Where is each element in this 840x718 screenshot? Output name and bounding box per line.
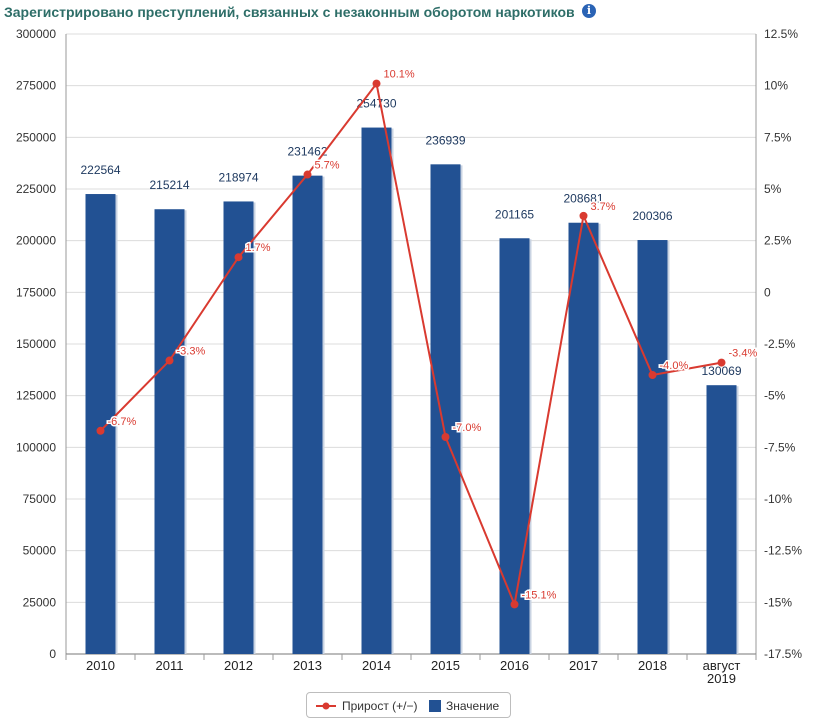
y-left-tick-label: 225000 xyxy=(16,182,56,196)
growth-point[interactable] xyxy=(579,211,588,220)
bar[interactable] xyxy=(154,209,185,654)
bar[interactable] xyxy=(499,238,530,654)
bar[interactable] xyxy=(223,201,254,654)
growth-value-label: 5.7% xyxy=(315,160,340,172)
growth-value-label: -3.3% xyxy=(177,346,206,358)
bar-value-label: 254730 xyxy=(356,97,396,111)
growth-value-label: -15.1% xyxy=(522,589,557,601)
bar-value-label: 130069 xyxy=(701,364,741,378)
x-tick-label: 2011 xyxy=(156,658,184,673)
y-right-tick-label: -7.5% xyxy=(764,440,796,454)
x-tick-label: 2018 xyxy=(638,658,667,673)
y-right-tick-label: -17.5% xyxy=(764,647,802,661)
y-right-tick-label: 0 xyxy=(764,285,771,299)
y-right-tick-label: 7.5% xyxy=(764,130,792,144)
bar[interactable] xyxy=(292,175,323,654)
y-left-tick-label: 100000 xyxy=(16,440,56,454)
x-tick-label: 2019 xyxy=(707,671,736,686)
y-right-tick-label: -10% xyxy=(764,492,792,506)
y-left-tick-label: 275000 xyxy=(16,79,56,93)
y-right-tick-label: -15% xyxy=(764,595,792,609)
legend-item-growth[interactable]: Прирост (+/−) xyxy=(315,699,418,713)
growth-point[interactable] xyxy=(510,600,519,609)
bar-value-label: 231462 xyxy=(287,145,327,159)
bar-value-label: 215214 xyxy=(149,178,189,192)
growth-point[interactable] xyxy=(372,79,381,88)
growth-point[interactable] xyxy=(96,426,105,435)
y-left-tick-label: 50000 xyxy=(23,544,57,558)
growth-line xyxy=(99,81,722,608)
y-right-tick-label: -5% xyxy=(764,389,786,403)
growth-point[interactable] xyxy=(441,433,450,441)
bar-value-label: 236939 xyxy=(425,133,465,147)
legend-label-value: Значение xyxy=(446,699,500,713)
y-left-tick-label: 125000 xyxy=(16,389,56,403)
bar[interactable] xyxy=(637,240,668,654)
y-left-tick-label: 250000 xyxy=(16,130,56,144)
growth-point[interactable] xyxy=(303,170,312,179)
x-tick-label: 2014 xyxy=(362,658,391,673)
bar-value-label: 218974 xyxy=(218,170,258,184)
bar[interactable] xyxy=(85,194,116,654)
x-tick-label: 2012 xyxy=(224,658,253,673)
growth-point[interactable] xyxy=(234,253,243,262)
y-right-tick-label: -12.5% xyxy=(764,544,802,558)
bar-value-label: 222564 xyxy=(80,163,120,177)
y-left-tick-label: 150000 xyxy=(16,337,56,351)
growth-value-label: 3.7% xyxy=(591,201,616,213)
y-right-tick-label: -2.5% xyxy=(764,337,796,351)
y-left-tick-label: 300000 xyxy=(16,27,56,41)
x-tick-label: 2017 xyxy=(569,658,598,673)
legend-line-marker xyxy=(316,702,336,710)
y-left-tick-label: 75000 xyxy=(23,492,57,506)
legend-label-growth: Прирост (+/−) xyxy=(342,699,418,713)
growth-value-label: -6.7% xyxy=(108,416,137,428)
growth-value-label: 1.7% xyxy=(246,242,271,254)
growth-point[interactable] xyxy=(717,358,726,367)
growth-point[interactable] xyxy=(648,371,657,379)
y-left-tick-label: 25000 xyxy=(23,595,57,609)
legend: Прирост (+/−) Значение xyxy=(306,692,511,718)
legend-bar-marker xyxy=(429,700,441,712)
y-left-tick-label: 0 xyxy=(49,647,56,661)
growth-value-label: -3.4% xyxy=(729,348,758,360)
bar[interactable] xyxy=(568,222,599,654)
bar-value-label: 200306 xyxy=(632,209,672,223)
legend-item-value[interactable]: Значение xyxy=(429,699,499,713)
chart-canvas: 0 25000 50000 75000 100000 125000 150000 175000… xyxy=(16,27,802,686)
y-left-tick-label: 200000 xyxy=(16,234,56,248)
bar[interactable] xyxy=(361,127,392,655)
bar-value-label: 201165 xyxy=(495,207,534,221)
bar-value-label: 208681 xyxy=(563,192,603,206)
bar[interactable] xyxy=(706,385,737,654)
y-right-tick-label: 10% xyxy=(764,79,788,93)
y-right-tick-label: 5% xyxy=(764,182,782,196)
bar[interactable] xyxy=(430,164,461,655)
x-tick-label: 2015 xyxy=(431,658,460,673)
y-right-tick-label: 2.5% xyxy=(764,234,792,248)
growth-value-label: 10.1% xyxy=(384,69,415,81)
x-tick-label: 2013 xyxy=(293,658,322,673)
growth-point[interactable] xyxy=(165,356,174,365)
growth-value-label: -7.0% xyxy=(453,422,482,434)
y-right-tick-label: 12.5% xyxy=(764,27,798,41)
x-tick-label: 2016 xyxy=(500,658,529,673)
info-icon[interactable]: i xyxy=(582,4,596,18)
x-tick-label: 2010 xyxy=(86,658,115,673)
y-left-tick-label: 175000 xyxy=(16,285,56,299)
x-tick-label: август xyxy=(703,658,741,673)
chart-title: Зарегистрировано преступлений, связанных… xyxy=(4,4,575,20)
growth-value-label: -4.0% xyxy=(660,360,689,372)
